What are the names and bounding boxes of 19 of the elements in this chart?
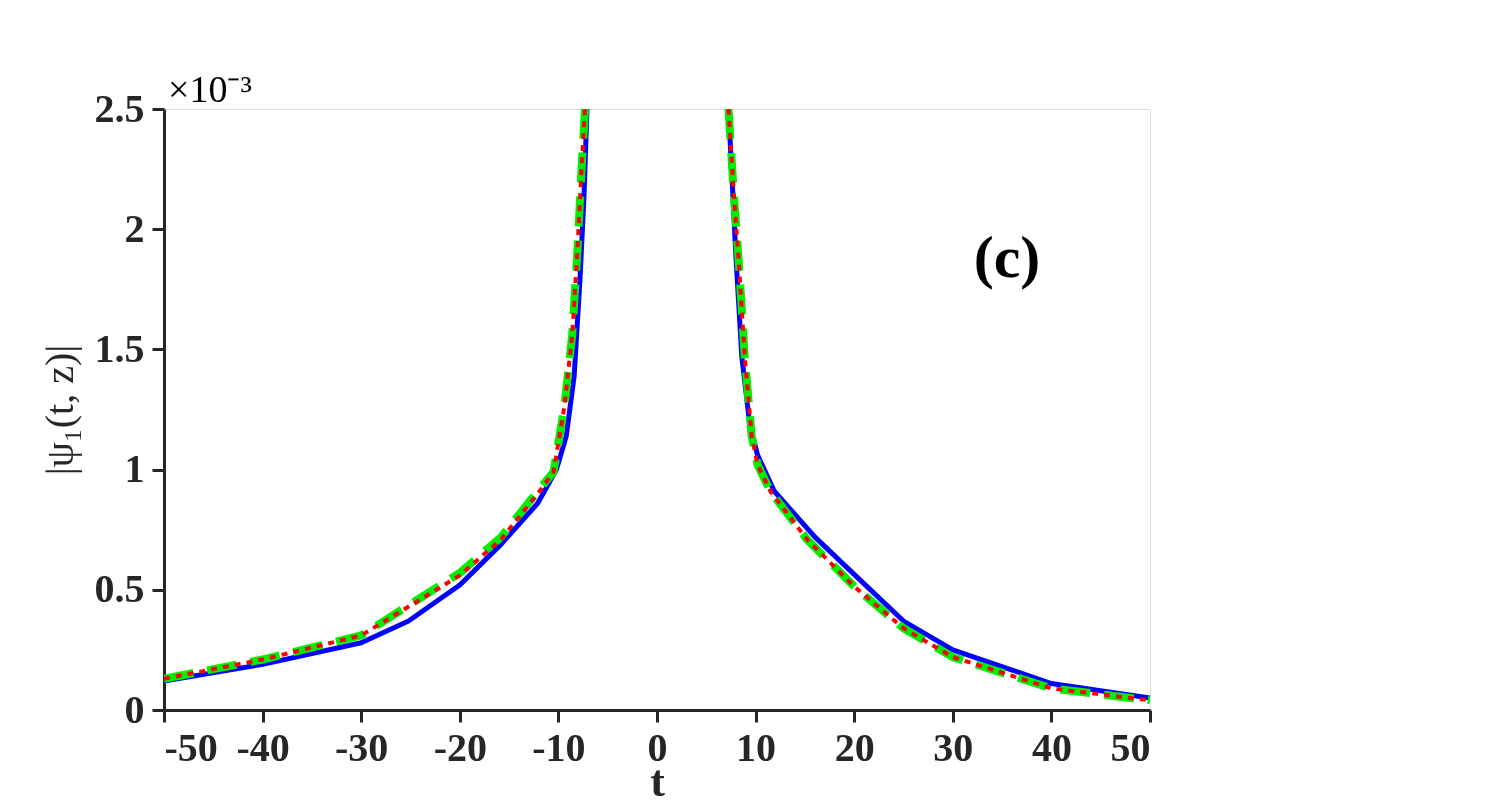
y-tick-label: 2 xyxy=(124,205,145,251)
x-tick-label: 30 xyxy=(933,724,974,770)
y-tick-label: 0 xyxy=(124,686,145,732)
x-tick-label: -40 xyxy=(236,724,290,770)
x-tick-label: 40 xyxy=(1031,724,1072,770)
x-tick-label: -50 xyxy=(164,724,218,770)
x-tick-label: -20 xyxy=(433,724,487,770)
y-tick-label: 2.5 xyxy=(94,85,145,131)
x-tick-label: 10 xyxy=(736,724,777,770)
y-axis-title: |ψ₁(t, z)| xyxy=(36,344,82,476)
y-tick-label: 1.5 xyxy=(94,325,145,371)
y-tick-label: 0.5 xyxy=(94,566,145,612)
x-tick-label: 20 xyxy=(834,724,875,770)
annotation: ×10⁻³ xyxy=(168,68,252,110)
x-tick-label: -10 xyxy=(532,724,586,770)
x-tick-label: 50 xyxy=(1110,724,1151,770)
annotation: (c) xyxy=(973,224,1041,291)
y-tick-label: 1 xyxy=(124,446,145,492)
x-tick-label: -30 xyxy=(335,724,389,770)
